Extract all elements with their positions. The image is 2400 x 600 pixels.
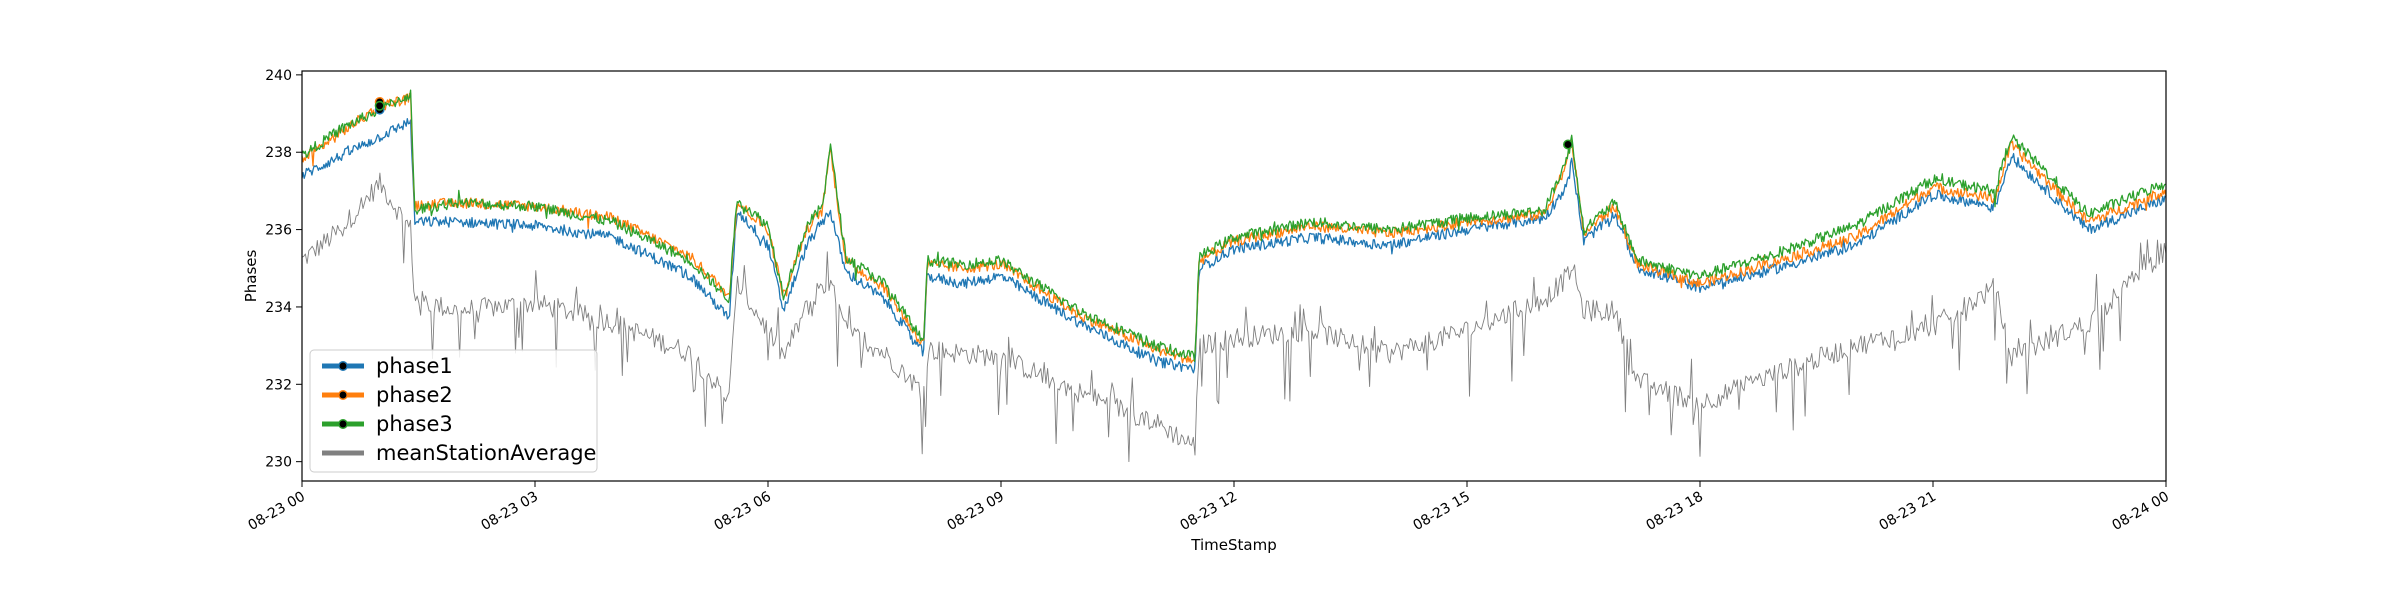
legend-label-meanStationAverage: meanStationAverage: [376, 441, 596, 465]
legend-label-phase2: phase2: [376, 383, 453, 407]
y-tick-label: 236: [265, 223, 292, 239]
y-tick-label: 240: [265, 68, 292, 84]
y-tick-label: 230: [265, 455, 292, 471]
series-line-phase3: [301, 89, 2166, 363]
marker-phase3-3: [1563, 139, 1573, 150]
y-tick-label: 234: [265, 300, 292, 316]
y-axis-ticks: 230 232 234 236 238 240: [265, 68, 302, 471]
marker-phase3-2: [374, 100, 385, 111]
y-axis-label: Phases: [242, 250, 260, 303]
legend-box: [309, 349, 598, 473]
phase-series-layer: [301, 89, 2167, 374]
legend-marker-phase1: [338, 361, 348, 371]
legend-marker-phase3: [338, 419, 348, 429]
marker-layer: [374, 96, 1573, 150]
series-line-meanStationAverage: [301, 172, 2167, 463]
y-tick-label: 232: [265, 377, 292, 393]
legend: phase1 phase2 phase3 meanStationAverage: [309, 349, 598, 473]
legend-label-phase3: phase3: [376, 412, 453, 436]
series-line-phase1: [301, 118, 2167, 374]
x-axis-label: TimeStamp: [1190, 536, 1276, 554]
y-tick-label: 238: [265, 145, 292, 161]
legend-label-phase1: phase1: [376, 354, 453, 378]
mean-series-layer: [301, 172, 2167, 463]
legend-marker-phase2: [338, 390, 348, 400]
